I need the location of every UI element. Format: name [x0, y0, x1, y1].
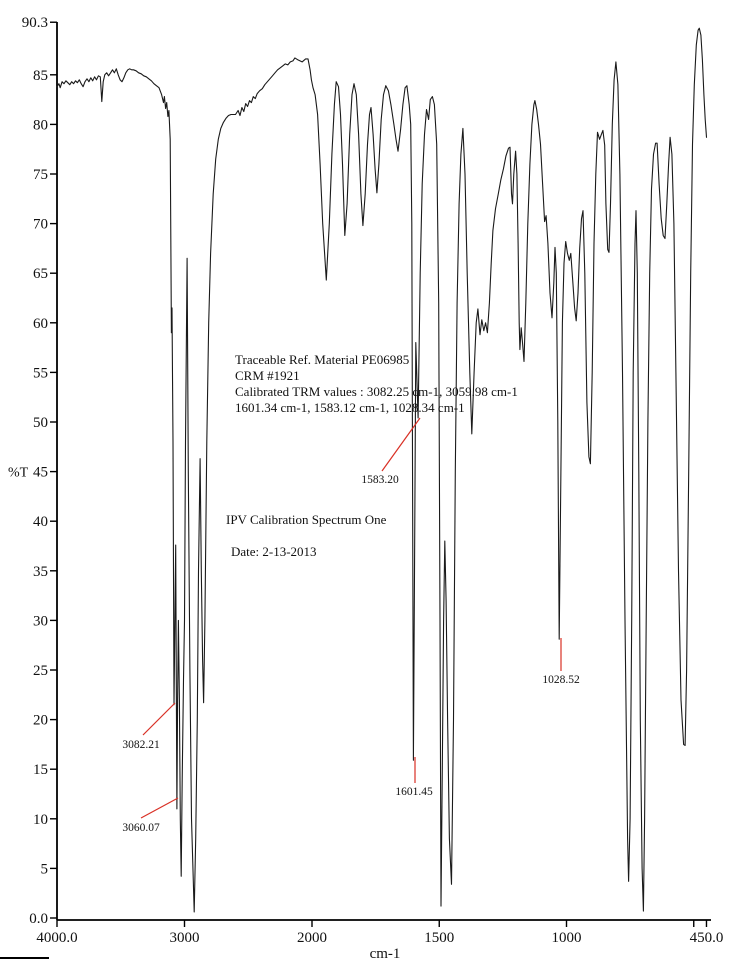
x-tick-label: 2000: [297, 930, 327, 946]
footer-rule: [0, 957, 49, 959]
peak-leader-line: [142, 702, 176, 736]
y-tick-label: 0.0: [29, 911, 48, 927]
y-tick-label: 15: [33, 762, 48, 778]
info-line-3: Calibrated TRM values : 3082.25 cm-1, 30…: [235, 384, 518, 399]
y-tick-label: 70: [33, 217, 48, 233]
peak-value-label: 1028.52: [542, 674, 580, 686]
y-tick-label: 40: [33, 514, 48, 530]
spectrum-date: Date: 2-13-2013: [231, 544, 317, 559]
info-line-1: Traceable Ref. Material PE06985: [235, 352, 410, 367]
peak-value-label: 1583.20: [361, 474, 399, 486]
y-tick-label: 65: [33, 266, 48, 282]
y-tick-label: 30: [33, 613, 48, 629]
peak-value-label: 3082.21: [122, 739, 160, 751]
y-tick-label: 55: [33, 365, 48, 381]
y-tick-label: 85: [33, 68, 48, 84]
y-tick-label: 80: [33, 117, 48, 133]
y-tick-label: 35: [33, 564, 48, 580]
spectrum-title: IPV Calibration Spectrum One: [226, 512, 387, 527]
spectrum-trace: [56, 27, 708, 913]
info-line-2: CRM #1921: [235, 368, 300, 383]
peak-value-label: 3060.07: [122, 822, 160, 834]
y-tick-label: 75: [33, 167, 48, 183]
x-axis-title: cm-1: [370, 946, 401, 962]
peak-leader-line: [381, 417, 421, 472]
traceable-info-block: Traceable Ref. Material PE06985 CRM #192…: [235, 352, 518, 416]
x-tick-label: 1000: [552, 930, 582, 946]
peak-leader-line: [140, 797, 179, 819]
x-tick-label: 450.0: [690, 930, 724, 946]
x-tick-label: 1500: [424, 930, 454, 946]
y-axis-title: %T: [8, 466, 29, 481]
x-tick-label: 4000.0: [36, 930, 77, 946]
y-tick-label: 5: [41, 861, 49, 877]
peak-value-label: 1601.45: [395, 786, 433, 798]
y-tick-label: 10: [33, 812, 48, 828]
y-tick-label: 45: [33, 465, 48, 481]
y-tick-label: 60: [33, 316, 48, 332]
y-tick-label: 20: [33, 713, 48, 729]
y-tick-label: 25: [33, 663, 48, 679]
y-tick-label: 90.3: [22, 15, 48, 31]
info-line-4: 1601.34 cm-1, 1583.12 cm-1, 1028.34 cm-1: [235, 400, 465, 415]
x-tick-label: 3000: [170, 930, 200, 946]
y-tick-label: 50: [33, 415, 48, 431]
